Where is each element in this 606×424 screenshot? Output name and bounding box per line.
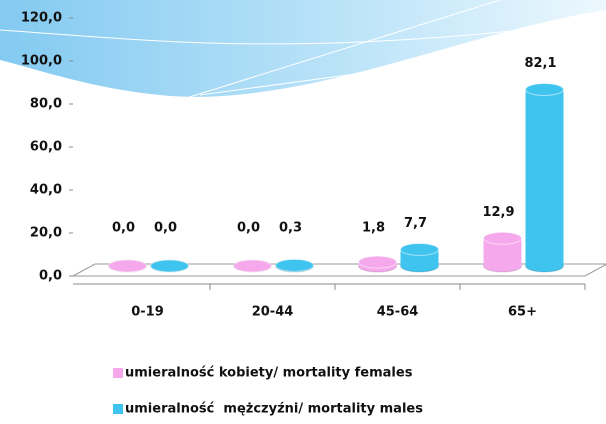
legend-swatch [113,404,123,414]
bar-top [150,259,189,273]
bar-top [108,259,147,273]
bar-top [233,259,272,273]
value-label: 0,0 [154,221,177,236]
bar-top [275,258,314,272]
value-label: 1,8 [362,221,385,236]
value-label: 0,3 [279,221,302,236]
value-label: 12,9 [482,205,514,220]
bar-top [525,82,564,96]
value-label: 7,7 [404,216,427,231]
legend-label: umieralność kobiety/ mortality females [125,366,413,381]
floor [72,263,606,277]
x-tick-label: 65+ [508,305,537,320]
legend-label: umieralność mężczyźni/ mortality males [125,402,423,417]
y-tick-label: 100,0 [21,54,62,69]
y-tick-label: 20,0 [30,226,62,241]
background-wave [0,0,606,97]
x-tick-label: 45-64 [377,305,419,320]
legend-swatch [113,368,123,378]
x-tick-label: 0-19 [131,305,164,320]
background-line [0,19,606,45]
bar-top [358,255,397,269]
value-label: 0,0 [237,221,260,236]
y-tick-label: 0,0 [39,269,62,284]
y-tick-label: 40,0 [30,183,62,198]
y-tick-label: 60,0 [30,140,62,155]
x-tick-label: 20-44 [252,305,294,320]
bar [525,89,564,266]
background-line [179,0,606,101]
bar-top [483,231,522,245]
value-label: 0,0 [112,221,135,236]
y-tick-label: 120,0 [21,11,62,26]
y-tick-label: 80,0 [30,97,62,112]
value-label: 82,1 [524,56,556,71]
bar-top [400,242,439,256]
